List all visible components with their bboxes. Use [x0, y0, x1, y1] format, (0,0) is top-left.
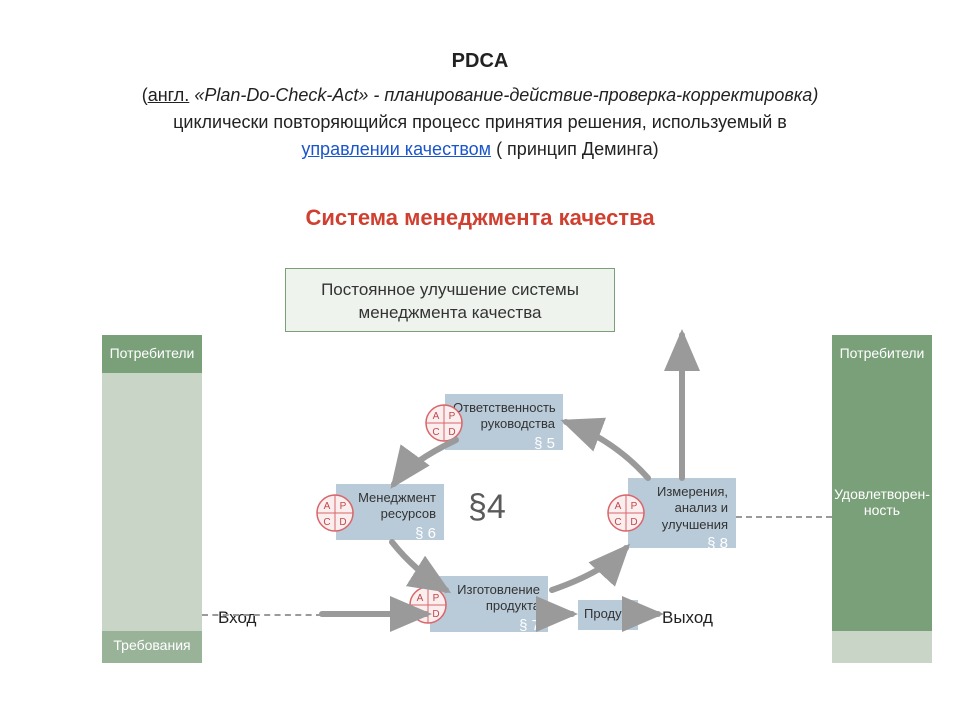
svg-text:P: P — [340, 501, 347, 512]
connector-right — [736, 516, 832, 520]
center-section-label: §4 — [468, 488, 506, 527]
pdca-wheel-icon: A P C D — [607, 494, 645, 532]
svg-text:A: A — [615, 501, 622, 512]
desc-line2: циклически повторяющийся процесс приняти… — [173, 112, 787, 132]
svg-text:P: P — [449, 411, 456, 422]
svg-text:P: P — [631, 501, 638, 512]
p6-label: Менеджмент ресурсов — [358, 490, 436, 521]
svg-text:C: C — [416, 609, 423, 620]
svg-text:C: C — [614, 517, 621, 528]
right-sidebar-mid: Удовлетворен- ность — [832, 373, 932, 631]
right-sidebar-top: Потребители — [832, 335, 932, 373]
p7-section: § 7 — [438, 617, 540, 636]
svg-text:D: D — [630, 517, 637, 528]
left-sidebar-bottom: Требования — [102, 631, 202, 663]
svg-text:P: P — [433, 593, 440, 604]
desc-quote: «Plan-Do-Check-Act» - планирование-дейст… — [189, 85, 818, 105]
pdca-wheel-icon: A P C D — [409, 586, 447, 624]
p8-section: § 8 — [636, 535, 728, 554]
output-label: Выход — [662, 608, 713, 628]
p6-section: § 6 — [344, 525, 436, 544]
p5-label: Ответственность руководства — [453, 400, 556, 431]
pdca-wheel-icon: A P C D — [425, 404, 463, 442]
quality-management-link[interactable]: управлении качеством — [301, 139, 491, 159]
svg-text:D: D — [339, 517, 346, 528]
right-sidebar: Потребители Удовлетворен- ность — [832, 335, 932, 663]
left-sidebar-top: Потребители — [102, 335, 202, 373]
svg-text:C: C — [323, 517, 330, 528]
diagram-canvas: PDCA (англ. «Plan-Do-Check-Act» - планир… — [0, 0, 960, 720]
svg-text:C: C — [432, 427, 439, 438]
connector-left — [202, 614, 322, 618]
svg-text:D: D — [432, 609, 439, 620]
p7-label: Изготовление продукта — [457, 582, 540, 613]
right-sidebar-bottom — [832, 631, 932, 663]
left-sidebar-mid — [102, 373, 202, 631]
svg-text:A: A — [417, 593, 424, 604]
diagram-title: Система менеджмента качества — [0, 205, 960, 231]
svg-text:D: D — [448, 427, 455, 438]
product-box: Продукт — [578, 600, 638, 630]
description-paragraph: (англ. «Plan-Do-Check-Act» - планировани… — [40, 82, 920, 163]
process-product-box: Изготовление продукта § 7 — [430, 576, 548, 632]
p5-section: § 5 — [453, 435, 555, 454]
p8-label: Измерения, анализ и улучшения — [657, 484, 728, 532]
title-pdca: PDCA — [0, 50, 960, 73]
svg-text:A: A — [324, 501, 331, 512]
svg-text:A: A — [433, 411, 440, 422]
input-label: Вход — [218, 608, 256, 628]
desc-lang: англ. — [148, 85, 190, 105]
continuous-improvement-box: Постоянное улучшение системы менеджмента… — [285, 268, 615, 332]
pdca-wheel-icon: A P C D — [316, 494, 354, 532]
desc-line3-rest: ( принцип Деминга) — [491, 139, 659, 159]
left-sidebar: Потребители Требования — [102, 335, 202, 663]
